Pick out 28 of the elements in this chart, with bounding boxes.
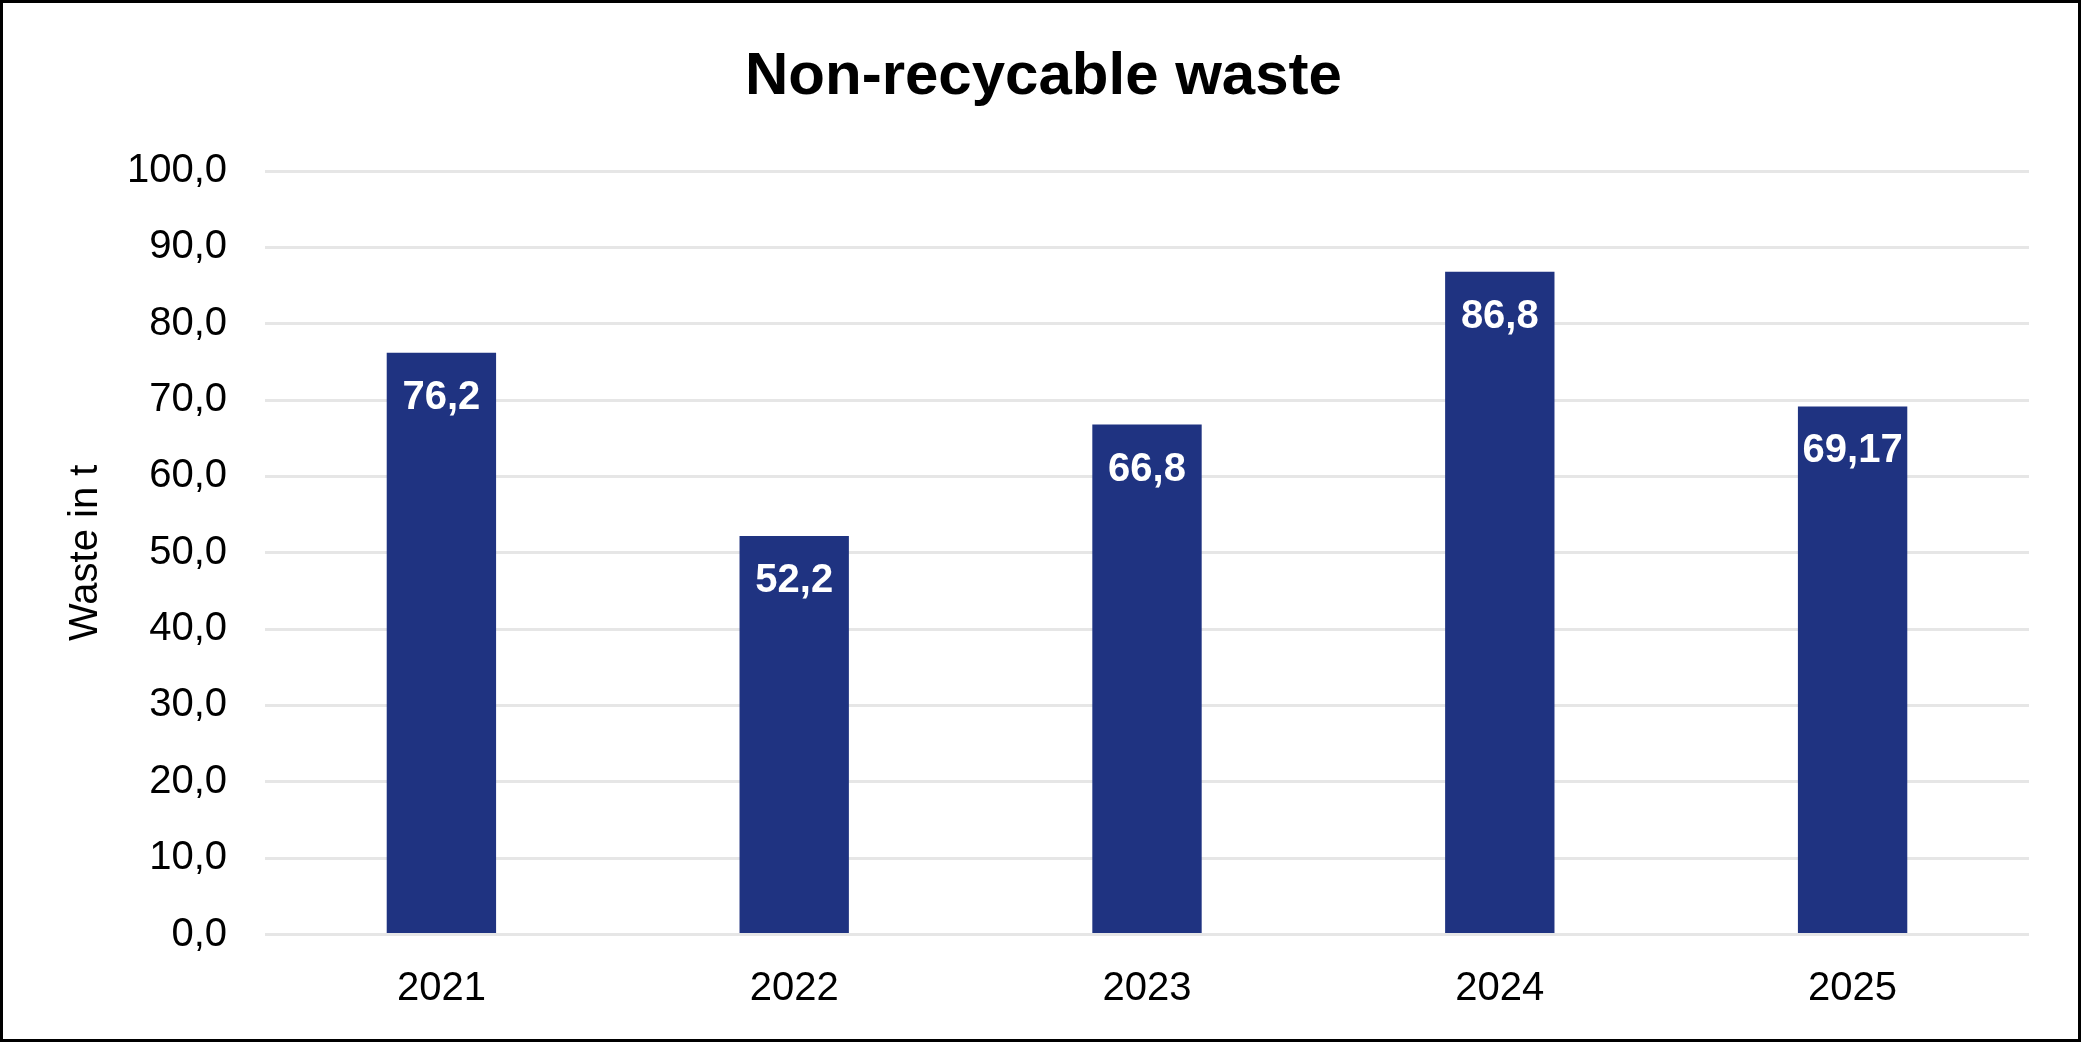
data-label: 76,2 [402,372,481,417]
y-tick-label: 10,0 [149,833,227,878]
chart-title: Non-recycable waste [745,39,1342,107]
y-tick-label: 40,0 [149,604,227,649]
bar [1445,271,1555,933]
y-tick-label: 0,0 [171,909,227,954]
y-axis-title: Waste in t [61,464,106,641]
y-tick-label: 90,0 [149,222,227,267]
y-tick-label: 80,0 [149,298,227,343]
y-tick-label: 20,0 [149,756,227,801]
y-tick-label: 70,0 [149,375,227,420]
bar [1797,406,1908,933]
x-tick-label: 2021 [396,963,486,1008]
y-tick-label: 100,0 [126,146,227,191]
x-tick-label: 2024 [1455,963,1545,1008]
bar [386,352,497,933]
data-label: 69,17 [1802,426,1903,471]
bar [1092,424,1202,933]
y-tick-label: 50,0 [149,527,227,572]
data-label: 86,8 [1460,291,1539,336]
x-tick-label: 2023 [1102,963,1192,1008]
x-tick-label: 2022 [749,963,839,1008]
y-tick-label: 30,0 [149,680,227,725]
x-tick-label: 2025 [1808,963,1898,1008]
y-tick-label: 60,0 [149,451,227,496]
bar [739,535,849,933]
data-label: 52,2 [755,555,834,600]
data-label: 66,8 [1108,444,1186,489]
